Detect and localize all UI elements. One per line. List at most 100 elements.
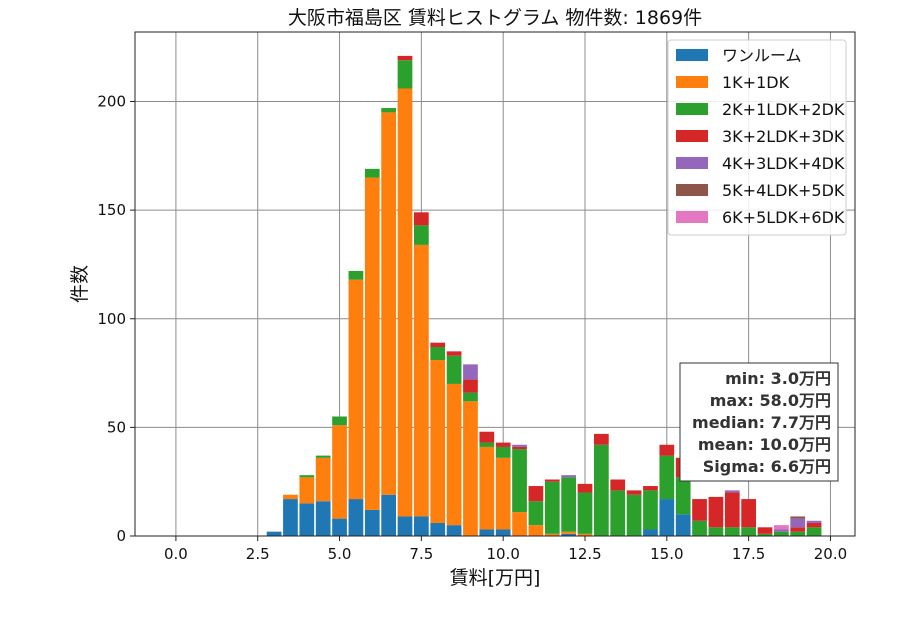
histogram-bar (479, 442, 495, 447)
histogram-bar (577, 483, 593, 493)
histogram-bar (397, 516, 413, 536)
histogram-bar (430, 522, 446, 536)
x-tick-label: 7.5 (409, 545, 433, 563)
histogram-bar (659, 499, 675, 536)
histogram-bar (692, 520, 707, 536)
histogram-bar (348, 499, 364, 536)
x-tick-label: 12.5 (568, 545, 601, 563)
x-axis-label: 賃料[万円] (450, 567, 541, 589)
histogram-bar (414, 225, 429, 245)
histogram-bar (430, 360, 446, 523)
y-axis-label: 件数 (69, 265, 91, 303)
legend-label: ワンルーム (722, 46, 802, 65)
histogram-bar (692, 499, 707, 521)
x-tick-label: 10.0 (486, 545, 519, 563)
histogram-bars (266, 55, 822, 536)
histogram-bar (528, 501, 544, 526)
histogram-bar (381, 108, 396, 113)
histogram-bar (561, 533, 576, 536)
stats-box: min: 3.0万円 max: 58.0万円 median: 7.7万円 mean: … (679, 362, 839, 482)
histogram-bar (299, 475, 315, 478)
x-axis-ticks: 0.0 2.5 5.0 7.5 10.0 12.5 15.0 17.5 20.0 (164, 536, 847, 563)
histogram-bar (332, 425, 347, 519)
histogram-bar (495, 442, 511, 447)
histogram-bar (332, 518, 347, 536)
histogram-bar (544, 479, 560, 482)
histogram-bar (577, 533, 593, 536)
legend-swatch (676, 76, 708, 88)
histogram-bar (446, 525, 462, 536)
histogram-bar (315, 455, 331, 458)
histogram-bar (577, 492, 593, 534)
x-tick-label: 20.0 (814, 545, 847, 563)
histogram-bar (774, 531, 789, 536)
histogram-bar (512, 512, 527, 536)
histogram-bar (741, 499, 756, 528)
histogram-bar (528, 525, 544, 536)
histogram-bar (561, 477, 576, 532)
histogram-bar (348, 270, 364, 280)
histogram-bar (544, 533, 560, 536)
histogram-bar (708, 527, 724, 536)
histogram-bar (430, 342, 446, 347)
histogram-bar (724, 527, 740, 536)
legend-swatch (676, 211, 708, 223)
y-tick-label: 50 (107, 418, 126, 436)
histogram-bar (708, 496, 724, 528)
y-tick-label: 0 (116, 527, 126, 545)
histogram-bar (364, 177, 380, 510)
x-tick-label: 0.0 (164, 545, 188, 563)
legend-label: 5K+4LDK+5DK (722, 181, 845, 200)
histogram-bar (610, 479, 626, 491)
y-tick-label: 150 (97, 201, 126, 219)
legend-box (667, 39, 847, 236)
histogram-bar (790, 516, 806, 519)
histogram-bar (348, 279, 364, 500)
histogram-bar (414, 212, 429, 226)
histogram-bar (495, 446, 511, 458)
histogram-bar (397, 55, 413, 61)
histogram-bar (446, 383, 462, 526)
histogram-bar (659, 444, 675, 456)
histogram-bar (397, 60, 413, 89)
stats-line: median: 7.7万円 (692, 413, 831, 432)
y-axis-ticks: 0 50 100 150 200 (97, 93, 135, 545)
histogram-bar (479, 446, 495, 530)
stats-line: mean: 10.0万円 (698, 435, 831, 454)
histogram-bar (806, 522, 822, 528)
histogram-bar (315, 457, 331, 502)
histogram-bar (724, 490, 740, 493)
x-tick-label: 2.5 (246, 545, 270, 563)
histogram-bar (463, 392, 478, 402)
histogram-bar (283, 494, 298, 500)
histogram-bar (544, 481, 560, 534)
stats-box-frame (679, 362, 839, 482)
histogram-bar (790, 531, 806, 536)
histogram-bar (626, 494, 642, 536)
histogram-bar (774, 529, 789, 532)
histogram-bar (414, 516, 429, 536)
histogram-bar (283, 499, 298, 536)
stats-line: max: 58.0万円 (710, 391, 831, 410)
histogram-bar (790, 518, 806, 528)
x-tick-label: 15.0 (650, 545, 683, 563)
histogram-bar (790, 527, 806, 532)
histogram-bar (626, 490, 642, 495)
histogram-bar (757, 527, 773, 534)
histogram-bar (266, 531, 282, 536)
histogram-bar (364, 509, 380, 536)
legend-swatch (676, 184, 708, 196)
histogram-bar (446, 355, 462, 384)
stats-line: min: 3.0万円 (725, 369, 831, 388)
histogram-bar (610, 490, 626, 536)
histogram-bar (806, 520, 822, 523)
histogram-bar (675, 514, 691, 536)
histogram-bar (299, 477, 315, 504)
histogram-bar (381, 112, 396, 495)
histogram-bar (332, 416, 347, 426)
plot-frame (134, 31, 856, 537)
legend-label: 4K+3LDK+4DK (722, 154, 845, 173)
legend-label: 6K+5LDK+6DK (722, 208, 845, 227)
histogram-bar (675, 477, 691, 515)
